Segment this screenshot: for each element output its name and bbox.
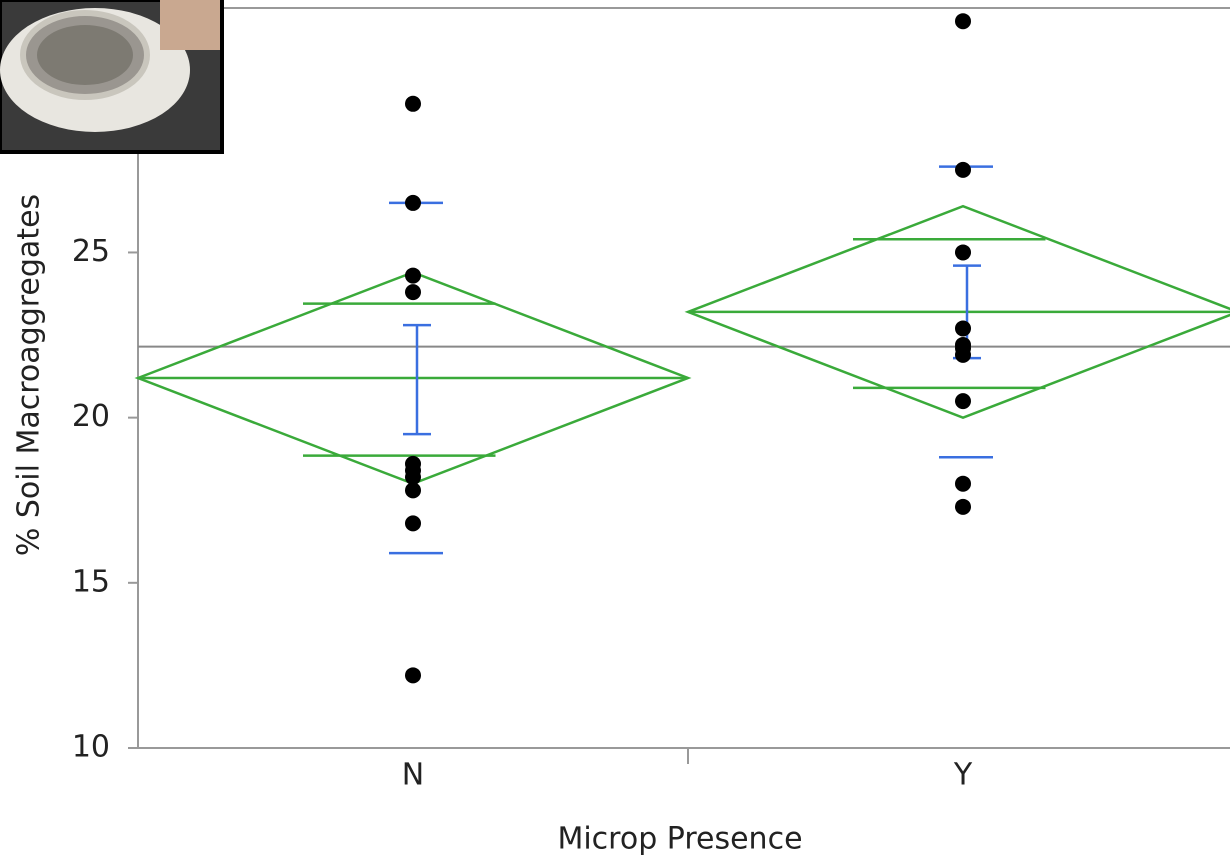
photo-inset — [0, 0, 222, 152]
data-point — [405, 284, 421, 300]
y-axis-label: % Soil Macroaggregates — [12, 194, 47, 556]
y-tick-label: 25 — [72, 234, 110, 269]
data-point — [955, 162, 971, 178]
hand — [160, 0, 220, 50]
y-tick-label: 10 — [72, 730, 110, 765]
x-axis-label: Microp Presence — [557, 822, 802, 857]
data-point — [955, 244, 971, 260]
data-point — [405, 268, 421, 284]
data-point — [955, 476, 971, 492]
y-tick-label: 15 — [72, 564, 110, 599]
data-point — [405, 667, 421, 683]
x-tick-label: N — [402, 758, 424, 793]
data-point — [405, 515, 421, 531]
plot-area: 10 15 20 25 N Y — [72, 8, 1230, 793]
x-tick-label: Y — [953, 758, 973, 793]
y-tick-label: 20 — [72, 399, 110, 434]
data-point — [405, 482, 421, 498]
data-point — [955, 393, 971, 409]
data-point — [405, 195, 421, 211]
data-point — [405, 96, 421, 112]
data-point — [955, 499, 971, 515]
chart: 10 15 20 25 N Y % Soil Macroaggregates Microp… — [0, 0, 1230, 862]
soil — [37, 25, 133, 85]
data-point — [955, 320, 971, 336]
data-point — [955, 347, 971, 363]
data-point — [955, 13, 971, 29]
